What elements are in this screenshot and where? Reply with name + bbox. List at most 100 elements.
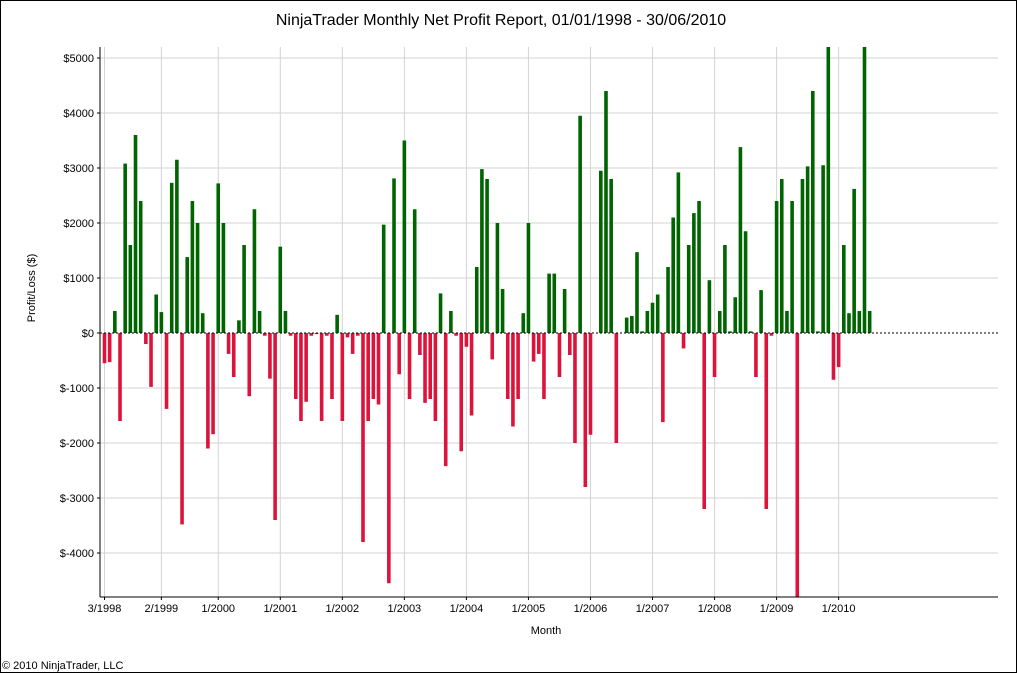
profit-bar (862, 47, 867, 333)
loss-bar (588, 333, 593, 435)
loss-bar (340, 333, 345, 421)
profit-bar (485, 179, 489, 333)
profit-bar (826, 47, 831, 333)
profit-bar (175, 159, 179, 333)
loss-bar (583, 333, 588, 487)
loss-bar (459, 333, 464, 452)
y-tick-label: $-2000 (60, 438, 94, 450)
bars (102, 47, 872, 597)
loss-bar (464, 333, 469, 347)
profit-bar (686, 245, 691, 333)
profit-bar (113, 311, 117, 333)
loss-bar (443, 333, 448, 467)
profit-bar (138, 201, 143, 333)
profit-bar (624, 317, 629, 333)
profit-bar (128, 245, 133, 333)
y-tick-label: $-3000 (60, 493, 94, 505)
loss-bar (366, 333, 370, 421)
loss-bar (573, 333, 577, 443)
loss-bar (557, 333, 562, 377)
profit-bar (774, 201, 779, 333)
loss-bar (144, 333, 148, 344)
profit-bar (707, 280, 712, 333)
loss-bar (319, 333, 324, 421)
profit-bar (200, 313, 205, 333)
loss-bar (293, 333, 298, 399)
loss-bar (149, 333, 153, 387)
loss-bar (516, 333, 520, 399)
profit-bar (847, 313, 851, 333)
profit-bar (655, 294, 660, 333)
profit-bar (123, 163, 127, 333)
profit-bar (666, 267, 670, 333)
profit-bar (154, 294, 158, 333)
loss-bar (376, 333, 381, 405)
x-tick-label: 1/2009 (760, 603, 794, 615)
loss-bar (273, 333, 277, 520)
profit-bar (252, 209, 257, 333)
loss-bar (511, 333, 515, 427)
profit-bar (221, 223, 226, 333)
x-tick-label: 1/2010 (822, 603, 856, 615)
profit-bar (159, 312, 164, 333)
profit-bar (800, 179, 805, 333)
profit-bar (609, 179, 613, 333)
profit-bar (671, 217, 675, 333)
loss-bar (836, 333, 841, 368)
loss-bar (304, 333, 308, 402)
profit-bar (717, 311, 722, 333)
profit-bar (552, 273, 557, 333)
loss-bar (795, 333, 800, 597)
loss-bar (371, 333, 376, 399)
loss-bar (614, 333, 619, 443)
x-tick-label: 1/2005 (512, 603, 546, 615)
profit-bar (842, 245, 846, 333)
loss-bar (288, 333, 293, 336)
profit-bar (852, 188, 856, 333)
loss-bar (345, 333, 350, 338)
profit-bar (412, 209, 417, 333)
loss-bar (754, 333, 758, 377)
profit-bar (738, 147, 743, 333)
loss-bar (428, 333, 433, 399)
x-tick-label: 1/2000 (201, 603, 235, 615)
y-tick-label: $-1000 (60, 383, 94, 395)
x-tick-label: 1/2006 (574, 603, 608, 615)
loss-bar (356, 333, 360, 336)
profit-bar (640, 331, 644, 333)
loss-bar (180, 333, 184, 525)
y-tick-label: $-4000 (60, 548, 94, 560)
profit-bar (805, 166, 810, 333)
loss-bar (107, 333, 112, 363)
profit-bar (402, 140, 407, 333)
x-tick-label: 2/1999 (145, 603, 179, 615)
y-tick-label: $5000 (63, 53, 94, 65)
profit-bar (257, 311, 262, 333)
loss-bar (211, 333, 215, 435)
loss-bar (764, 333, 769, 509)
profit-bar (392, 178, 396, 333)
loss-bar (309, 333, 314, 336)
profit-bar (547, 273, 551, 333)
profit-bar (237, 320, 241, 333)
profit-bar (857, 311, 862, 333)
profit-bar (526, 223, 531, 333)
profit-bar (185, 257, 190, 333)
loss-bar (325, 333, 329, 336)
profit-bar (635, 252, 639, 333)
profit-bar (562, 289, 567, 333)
profit-bar (190, 201, 195, 333)
loss-bar (490, 333, 495, 360)
profit-bar (578, 115, 582, 333)
profit-bar (169, 182, 174, 333)
x-tick-labels: 3/1998 2/1999 1/2000 1/2001 1/2002 1/2003 1/20… (88, 597, 856, 615)
x-tick-label: 1/2002 (325, 603, 359, 615)
loss-bar (102, 333, 107, 364)
loss-bar (469, 333, 474, 416)
profit-bar (650, 302, 655, 333)
profit-bar (335, 314, 339, 333)
y-tick-label: $1000 (63, 273, 94, 285)
profit-bar (645, 311, 650, 333)
